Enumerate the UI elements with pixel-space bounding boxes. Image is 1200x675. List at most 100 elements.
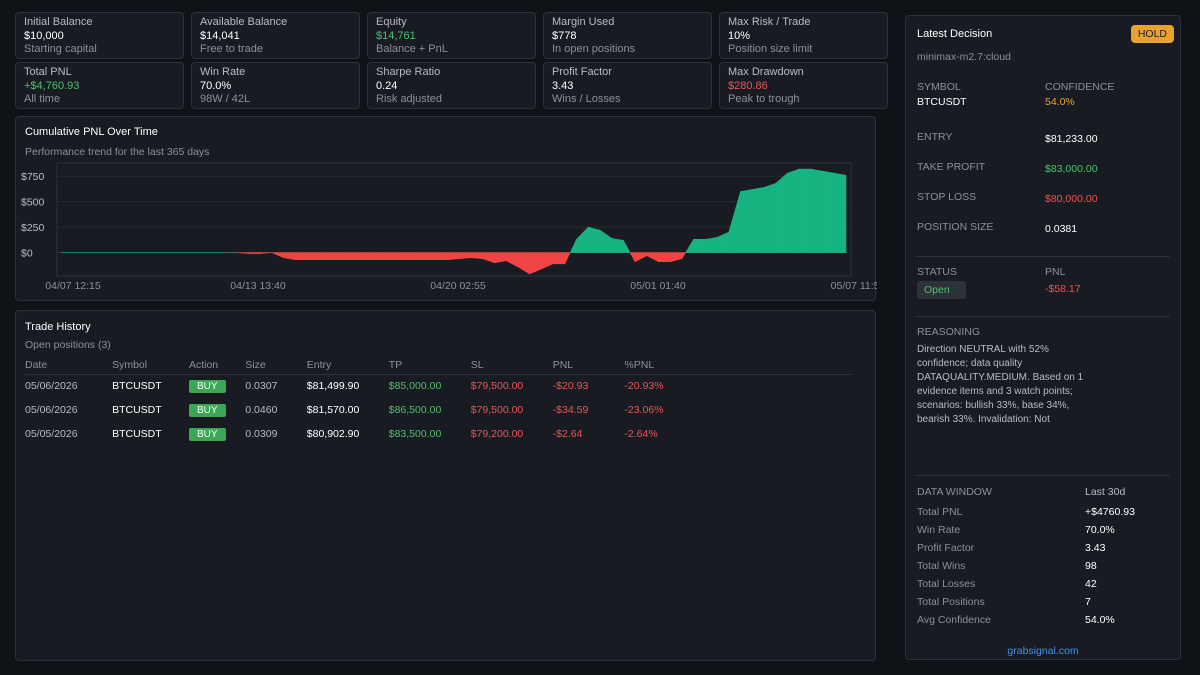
cell-sl: $79,500.00 [470,404,524,416]
pnl-area-negative [412,252,425,261]
stat-label: Profit Factor [552,66,612,78]
data-window-row-label: Total Positions [917,596,985,608]
pnl-area-negative [353,252,366,261]
pnl-area-positive [728,191,741,253]
pnl-area-positive [775,172,788,253]
stat-value: 70.0% [200,79,232,92]
pnl-area-negative [283,252,296,261]
pnl-area-positive [705,236,718,253]
data-window-row-value: 54.0% [1085,614,1115,626]
status-label: STATUS [917,266,957,278]
cell-tp: $83,500.00 [388,428,442,440]
symbol-value: BTCUSDT [917,96,967,108]
pnl-area-negative [423,252,437,261]
stat-subtitle: All time [24,93,61,105]
pnl-area-negative [564,252,571,264]
table-row[interactable]: 05/06/2026 BTCUSDT BUY 0.0307 $81,499.90 $85,… [25,374,852,398]
pnl-area-positive [623,240,631,253]
cell-pct: -2.64% [624,428,658,440]
x-tick-label: 04/13 13:40 [230,280,286,292]
position-size-value: 0.0381 [1045,223,1078,235]
x-tick-label: 04/07 12:15 [45,280,101,292]
pnl-area-negative [330,252,343,261]
stat-card: Max Drawdown $280.86 Peak to trough [719,62,888,109]
cell-size: 0.0460 [245,404,278,416]
stat-card: Margin Used $778 In open positions [543,12,712,59]
column-header: Entry [306,357,389,375]
cell-date: 05/05/2026 [25,428,78,440]
pnl-area-positive [611,237,624,253]
stat-label: Max Risk / Trade [728,16,811,28]
stat-value: $778 [552,29,577,42]
cell-sl: $79,200.00 [470,428,524,440]
trade-history-panel: Trade History Open positions (3) Date Sym… [15,310,876,661]
table-row[interactable]: 05/06/2026 BTCUSDT BUY 0.0460 $81,570.00 $86,… [25,398,852,422]
pnl-area-negative [341,252,355,261]
pnl-area-negative [634,252,648,263]
take-profit-value: $83,000.00 [1045,163,1098,175]
data-window-label: DATA WINDOW [917,486,992,498]
pnl-value: -$58.17 [1045,283,1081,295]
trade-table: Date Symbol Action Size Entry TP SL PNL %PNL 05/… [25,357,852,446]
stat-value: +$4,760.93 [24,79,80,92]
entry-label: ENTRY [917,131,953,143]
data-window-row-value: +$4760.93 [1085,506,1135,518]
grabsignal-link[interactable]: grabsignal.com [1007,645,1079,657]
stat-card: Profit Factor 3.43 Wins / Losses [543,62,712,109]
data-window-row-label: Win Rate [917,524,961,536]
cell-symbol: BTCUSDT [112,428,162,440]
cell-date: 05/06/2026 [25,404,78,416]
data-window-row-value: 7 [1085,596,1091,608]
stat-value: $14,041 [200,29,240,42]
pnl-chart: $750 $500 $250 $0 04/07 12:15 04/13 13:40 04/2… [21,162,877,292]
divider [916,475,1170,476]
cell-sl: $79,500.00 [470,380,524,393]
data-window-row-value: 42 [1085,578,1097,590]
cell-pnl: -$2.64 [552,428,583,440]
stat-value: 3.43 [552,79,574,92]
column-header: Date [25,357,113,375]
pnl-area-positive [576,226,589,253]
pnl-area-positive [751,187,765,253]
trade-history-title: Trade History [25,321,91,333]
pnl-area-negative [629,252,636,262]
cell-pct: -23.06% [624,404,664,416]
pnl-area-negative [400,252,413,261]
x-tick-label: 05/01 01:40 [630,280,686,292]
stop-loss-value: $80,000.00 [1045,193,1098,205]
pnl-area-positive [569,239,577,253]
stat-value: 10% [728,29,751,42]
symbol-label: SYMBOL [917,81,961,93]
column-header: Symbol [112,357,189,375]
stat-label: Max Drawdown [728,66,804,78]
pnl-area-positive [810,168,823,253]
pnl-area-negative [494,252,507,264]
cell-pnl: -$34.59 [552,404,589,416]
position-size-label: POSITION SIZE [917,221,994,233]
table-header-row: Date Symbol Action Size Entry TP SL PNL %PNL [25,357,852,375]
cell-tp: $86,500.00 [388,404,442,416]
stop-loss-label: STOP LOSS [917,191,977,203]
stat-subtitle: Free to trade [200,43,263,55]
pnl-label: PNL [1045,266,1066,278]
stat-label: Win Rate [200,66,246,78]
pnl-area-negative [459,252,472,260]
reasoning-text: Direction NEUTRAL with 52% confidence; d… [917,344,1084,425]
buy-badge: BUY [188,379,226,393]
column-header: Action [188,357,246,375]
reasoning-label: REASONING [917,326,981,338]
pnl-area-positive [685,238,694,253]
buy-badge: BUY [188,403,226,417]
cell-symbol: BTCUSDT [112,380,162,393]
stat-label: Total PNL [24,66,72,78]
table-row[interactable]: 05/05/2026 BTCUSDT BUY 0.0309 $80,902.90 $83,… [25,422,852,446]
y-tick-label: $250 [21,222,45,234]
pnl-area-negative [435,252,448,261]
pnl-area-positive [822,170,835,253]
stat-card: Sharpe Ratio 0.24 Risk adjusted [367,62,536,109]
pnl-area-positive [693,239,706,253]
stat-card: Win Rate 70.0% 98W / 42L [191,62,360,109]
stat-subtitle: 98W / 42L [200,93,251,105]
cell-pct: -20.93% [624,380,664,393]
cell-size: 0.0309 [245,428,278,440]
